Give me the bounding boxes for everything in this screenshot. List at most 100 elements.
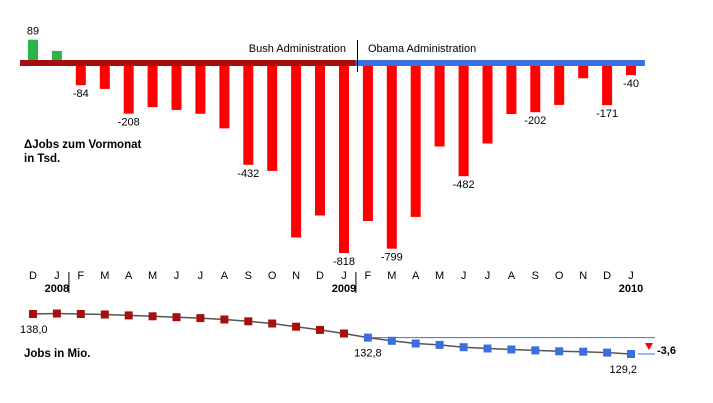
month-label-10: O (268, 270, 277, 282)
bar-7 (195, 66, 206, 114)
employment-point-6 (172, 313, 181, 322)
employment-point-15 (387, 336, 396, 345)
bar-13 (339, 66, 349, 253)
month-label-14: F (365, 270, 372, 282)
bar-23 (578, 66, 589, 79)
employment-point-23 (579, 347, 588, 356)
month-label-22: O (555, 270, 564, 282)
month-label-17: M (435, 270, 444, 282)
bar-8 (219, 66, 230, 129)
employment-point-19 (483, 344, 492, 353)
obama-period-label: Obama Administration (368, 43, 476, 55)
bar-9 (243, 66, 254, 165)
bar-label-13: -818 (333, 256, 355, 268)
employment-point-4 (124, 311, 133, 320)
bar-label-2: -84 (73, 88, 89, 100)
line-chart-title: Jobs in Mio. (24, 348, 90, 360)
employment-point-0 (29, 310, 37, 318)
month-label-11: N (292, 270, 300, 282)
bar-chart-unit: in Tsd. (24, 153, 60, 165)
employment-point-16 (411, 339, 420, 348)
month-label-25: J (628, 270, 634, 282)
employment-point-5 (148, 312, 157, 321)
employment-point-7 (196, 314, 205, 323)
month-label-9: S (245, 270, 252, 282)
employment-point-20 (507, 345, 516, 354)
bar-11 (291, 66, 302, 238)
month-label-4: A (125, 270, 133, 282)
employment-series-line (32, 312, 632, 355)
employment-point-24 (603, 348, 612, 357)
bar-2 (75, 66, 86, 86)
month-label-2: F (77, 270, 84, 282)
bar-25 (626, 66, 636, 76)
baseline-bush (20, 60, 356, 66)
month-label-8: A (221, 270, 229, 282)
employment-point-14 (363, 333, 372, 342)
bar-16 (410, 66, 421, 217)
bar-14 (362, 66, 373, 221)
employment-point-11 (292, 322, 301, 331)
month-label-15: M (387, 270, 396, 282)
bar-12 (315, 66, 325, 216)
year-label-2008: 2008 (45, 283, 69, 295)
month-label-23: N (579, 270, 587, 282)
employment-point-13 (340, 329, 348, 338)
month-label-20: A (508, 270, 516, 282)
baseline-obama (355, 60, 645, 66)
month-label-0: D (29, 270, 37, 282)
employment-label-0: 138,0 (20, 324, 48, 336)
month-label-16: A (412, 270, 420, 282)
month-label-21: S (532, 270, 539, 282)
employment-point-9 (244, 317, 253, 326)
employment-point-2 (76, 310, 85, 318)
bar-24 (602, 66, 613, 106)
bar-5 (147, 66, 158, 108)
bar-20 (506, 66, 517, 114)
employment-point-21 (531, 346, 540, 355)
administration-baselines (20, 60, 645, 66)
bar-label-15: -799 (381, 252, 403, 264)
bar-label-4: -208 (118, 117, 140, 129)
month-label-1: J (54, 270, 60, 282)
bar-17 (434, 66, 445, 147)
month-label-24: D (603, 270, 611, 282)
employment-label-14: 132,8 (354, 348, 382, 360)
employment-point-10 (268, 319, 277, 328)
employment-delta-label: -3,6 (657, 345, 676, 357)
employment-point-3 (100, 310, 109, 319)
bar-21 (530, 66, 541, 113)
bar-4 (123, 66, 134, 114)
bar-15 (386, 66, 397, 249)
employment-point-8 (220, 315, 229, 324)
year-label-2009: 2009 (332, 283, 356, 295)
employment-point-22 (555, 347, 564, 356)
employment-point-18 (459, 343, 468, 352)
employment-point-12 (316, 325, 324, 334)
bar-data-labels: 89 -84 -208 -432 -818 -799 -482 -202 -171 -40 (27, 26, 639, 268)
bar-label-0: 89 (27, 26, 39, 38)
bar-19 (482, 66, 493, 144)
monthly-change-bars (28, 39, 636, 253)
month-label-5: M (148, 270, 157, 282)
month-label-18: J (461, 270, 467, 282)
employment-label-25: 129,2 (609, 364, 637, 376)
employment-point-25 (627, 350, 635, 358)
bar-3 (99, 66, 110, 89)
month-label-13: J (341, 270, 347, 282)
bar-label-9: -432 (237, 168, 259, 180)
bar-label-24: -171 (596, 108, 618, 120)
month-label-3: M (100, 270, 109, 282)
bar-0 (28, 39, 38, 60)
bush-period-label: Bush Administration (249, 43, 346, 55)
employment-line: 138,0 132,8 129,2 (20, 309, 655, 376)
bar-10 (267, 66, 278, 171)
month-label-7: J (198, 270, 204, 282)
bar-label-18: -482 (453, 179, 475, 191)
employment-point-17 (435, 340, 444, 349)
bar-22 (554, 66, 565, 105)
month-label-19: J (485, 270, 491, 282)
year-label-2010: 2010 (619, 283, 643, 295)
